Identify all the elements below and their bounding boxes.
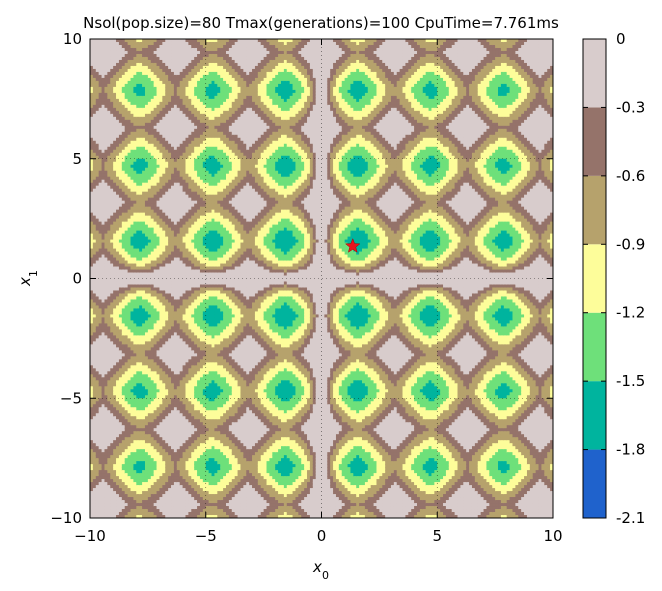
colorbar-tick-label: -0.9 [616,235,645,253]
colorbar-segment [583,450,606,518]
colorbar-tick-label: 0 [616,30,626,48]
chart-title: Nsol(pop.size)=80 Tmax(generations)=100 … [83,14,559,32]
contour-fill [90,39,554,519]
colorbar-tick-label: -2.1 [616,509,645,527]
y-tick-label: 0 [72,270,82,288]
x-tick-label: −10 [74,527,106,545]
y-tick-label: 5 [72,150,82,168]
colorbar-segment [583,176,606,244]
y-tick-label: −10 [50,509,82,527]
colorbar-segment [583,107,606,175]
colorbar: -2.1 -1.8 -1.5 -1.2 -0.9 -0.6 -0.3 0 [583,30,645,527]
x-tick-label: −5 [195,527,217,545]
colorbar-segment [583,244,606,312]
colorbar-segment [583,381,606,449]
x-axis-label: x0 [312,558,329,582]
x-tick-label: 10 [543,527,562,545]
y-axis-label: x1 [16,270,40,287]
colorbar-tick-label: -1.8 [616,441,645,459]
colorbar-tick-label: -1.5 [616,372,645,390]
colorbar-tick-label: -1.2 [616,304,645,322]
x-tick-label: 0 [317,527,327,545]
x-tick-label: 5 [432,527,442,545]
colorbar-segment [583,39,606,107]
y-tick-label: 10 [63,30,82,48]
colorbar-tick-label: -0.3 [616,98,645,116]
colorbar-segment [583,313,606,381]
plot-area: −10 −5 0 5 10 10 5 0 −5 −10 [50,30,562,545]
colorbar-tick-label: -0.6 [616,167,645,185]
y-tick-label: −5 [60,389,82,407]
